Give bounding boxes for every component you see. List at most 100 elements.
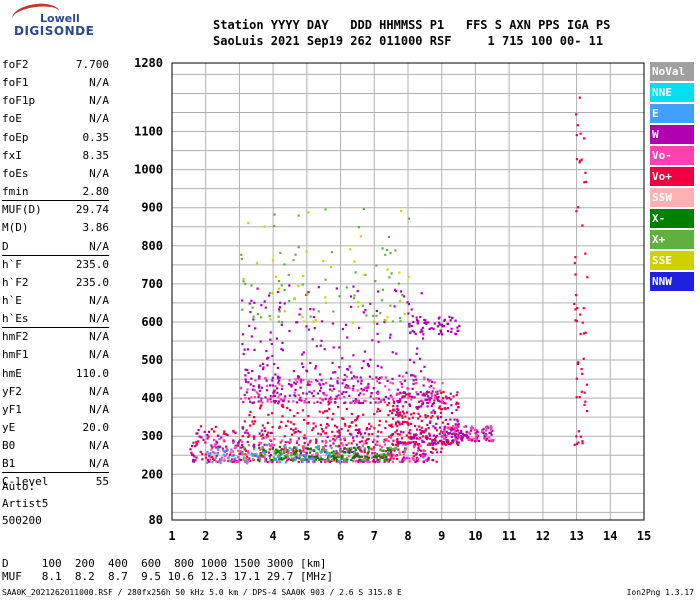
echo-point bbox=[238, 440, 241, 443]
param-row: hmE 110.0 bbox=[2, 365, 109, 383]
echo-point bbox=[244, 368, 247, 371]
echo-point bbox=[422, 394, 425, 397]
echo-point bbox=[402, 443, 405, 446]
echo-point bbox=[398, 411, 401, 414]
echo-point bbox=[435, 422, 438, 425]
echo-point bbox=[310, 392, 313, 395]
echo-point bbox=[192, 441, 195, 444]
echo-point bbox=[394, 413, 398, 416]
echo-point bbox=[254, 327, 257, 330]
echo-point bbox=[387, 414, 390, 417]
echo-point bbox=[278, 426, 281, 429]
echo-point bbox=[272, 456, 275, 459]
echo-point bbox=[276, 450, 279, 453]
echo-point bbox=[284, 456, 288, 459]
echo-point bbox=[301, 458, 304, 462]
param-key: yF2 bbox=[2, 384, 22, 398]
echo-point bbox=[358, 326, 361, 329]
echo-point bbox=[263, 457, 266, 460]
echo-point bbox=[303, 447, 306, 450]
echo-point bbox=[420, 419, 423, 422]
echo-point bbox=[320, 339, 323, 342]
echo-point bbox=[343, 461, 347, 464]
echo-point bbox=[275, 448, 278, 451]
echo-point bbox=[380, 446, 384, 449]
echo-point bbox=[377, 407, 380, 410]
echo-point bbox=[354, 456, 357, 459]
echo-point bbox=[350, 371, 353, 374]
echo-point bbox=[308, 383, 311, 386]
echo-point bbox=[383, 443, 386, 446]
echo-point bbox=[281, 403, 284, 406]
echo-point bbox=[300, 458, 303, 461]
echo-point bbox=[260, 316, 263, 319]
echo-point bbox=[450, 330, 453, 333]
echo-point bbox=[582, 357, 585, 360]
echo-point bbox=[386, 460, 389, 463]
param-key: B0 bbox=[2, 439, 16, 453]
echo-point bbox=[310, 380, 313, 383]
echo-point bbox=[418, 400, 421, 403]
echo-point bbox=[206, 458, 209, 461]
echo-point bbox=[317, 444, 320, 448]
echo-point bbox=[363, 273, 366, 276]
echo-point bbox=[200, 436, 203, 439]
param-value: 235.0 bbox=[75, 275, 109, 289]
echo-point bbox=[438, 432, 441, 435]
echo-point bbox=[335, 395, 338, 398]
echo-point bbox=[416, 428, 419, 431]
echo-point bbox=[294, 457, 297, 460]
echo-point bbox=[398, 441, 401, 444]
echo-point bbox=[338, 431, 341, 434]
echo-point bbox=[386, 404, 389, 407]
echo-point bbox=[424, 453, 427, 456]
y-tick-label: 800 bbox=[141, 239, 163, 253]
echo-point bbox=[422, 440, 425, 443]
echo-point bbox=[215, 454, 218, 457]
echo-point bbox=[481, 429, 484, 432]
echo-point bbox=[388, 435, 391, 438]
echo-point bbox=[298, 313, 301, 316]
echo-point bbox=[340, 442, 343, 445]
echo-point bbox=[266, 433, 269, 436]
echo-point bbox=[344, 323, 347, 326]
echo-point bbox=[342, 437, 345, 440]
echo-point bbox=[283, 310, 286, 313]
echo-point bbox=[426, 437, 429, 440]
echo-point bbox=[316, 456, 319, 459]
echo-point bbox=[438, 439, 442, 442]
echo-point bbox=[345, 375, 348, 378]
echo-point bbox=[335, 437, 338, 440]
echo-point bbox=[206, 434, 209, 437]
muf-table: D 100 200 400 600 800 1000 1500 3000 [km… bbox=[2, 557, 333, 583]
echo-point bbox=[314, 458, 318, 461]
logo-line-1: Lowell bbox=[40, 12, 80, 25]
echo-point bbox=[325, 426, 328, 429]
echo-point bbox=[319, 423, 322, 426]
echo-point bbox=[420, 370, 423, 373]
echo-point bbox=[573, 302, 576, 306]
echo-point bbox=[339, 462, 342, 465]
echo-point bbox=[407, 436, 410, 439]
echo-point bbox=[332, 455, 336, 458]
echo-point bbox=[310, 455, 314, 458]
echo-point bbox=[295, 448, 298, 451]
echo-point bbox=[349, 295, 353, 298]
echo-point bbox=[397, 392, 400, 395]
echo-point bbox=[585, 383, 588, 386]
echo-point bbox=[354, 398, 357, 401]
echo-point bbox=[232, 429, 235, 432]
echo-point bbox=[389, 304, 392, 307]
echo-point bbox=[312, 458, 316, 461]
echo-point bbox=[295, 441, 299, 444]
echo-point bbox=[269, 457, 272, 460]
legend-item: SSW bbox=[650, 188, 694, 207]
echo-point bbox=[311, 449, 314, 452]
echo-point bbox=[302, 366, 305, 369]
echo-point bbox=[216, 460, 220, 463]
echo-point bbox=[436, 325, 439, 328]
echo-point bbox=[307, 211, 310, 214]
echo-point bbox=[365, 459, 369, 462]
param-key: C-level bbox=[2, 475, 49, 489]
echo-point bbox=[331, 389, 334, 392]
